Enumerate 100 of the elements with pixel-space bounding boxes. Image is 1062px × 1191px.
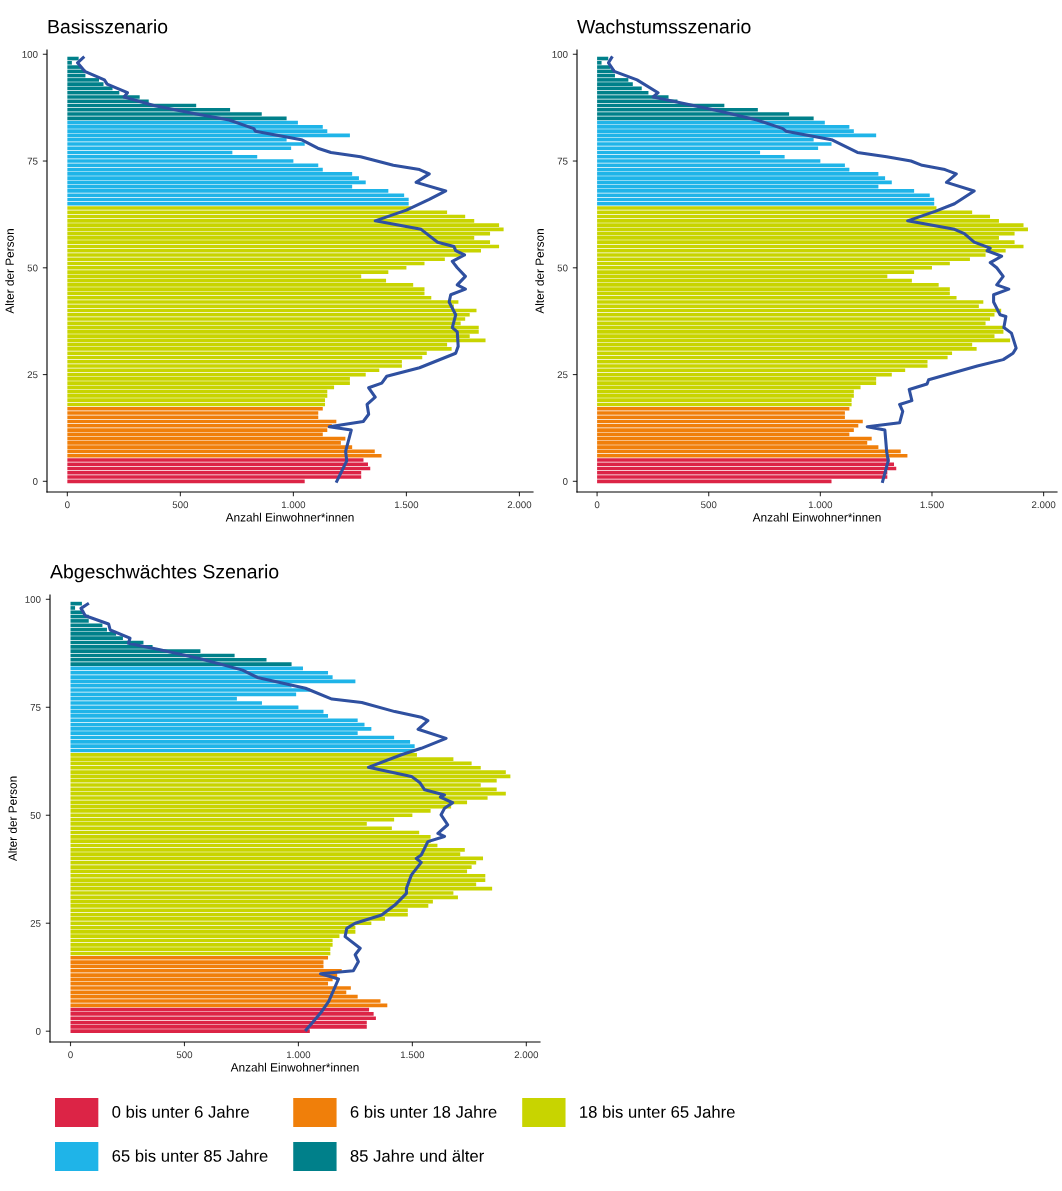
chart-title: Abgeschwächtes Szenario — [50, 564, 279, 583]
bar — [70, 960, 324, 964]
bar — [70, 662, 292, 666]
x-axis-title: Anzahl Einwohner*innen — [752, 512, 881, 522]
bar — [70, 847, 465, 852]
x-tick-label: 1.000 — [281, 501, 306, 509]
bar — [70, 904, 429, 908]
bar — [70, 791, 506, 796]
bar — [597, 142, 832, 146]
bar — [67, 428, 328, 432]
bar — [67, 142, 305, 146]
chart-title: Wachstumsszenario — [577, 19, 751, 34]
bar — [70, 895, 458, 900]
bar — [597, 287, 950, 291]
x-axis-title: Anzahl Einwohner*innen — [230, 1062, 359, 1072]
bar — [597, 78, 629, 82]
bar — [597, 423, 859, 428]
bar — [70, 865, 472, 869]
bar — [67, 223, 500, 227]
bar — [67, 423, 332, 428]
y-tick-label: 50 — [27, 264, 38, 272]
bar — [70, 930, 356, 934]
bar — [70, 986, 351, 990]
x-tick-label: 500 — [172, 501, 189, 509]
x-tick-label: 1.500 — [920, 501, 944, 509]
bar — [67, 394, 328, 398]
bar — [67, 453, 382, 458]
legend-label: 6 bis unter 18 Jahre — [350, 1105, 497, 1118]
x-tick-label: 0 — [65, 501, 70, 509]
bar — [67, 287, 425, 291]
chart-title: Basisszenario — [48, 19, 168, 34]
bar — [597, 125, 850, 129]
bar — [70, 835, 431, 839]
bar — [70, 873, 486, 878]
y-tick-label: 0 — [35, 1027, 41, 1035]
y-tick-label: 100 — [25, 596, 41, 603]
bar — [597, 300, 984, 304]
bar — [70, 968, 342, 973]
bar — [67, 125, 323, 129]
bar — [67, 163, 319, 168]
bar — [70, 1016, 376, 1021]
y-tick-label: 75 — [30, 704, 41, 711]
bar — [597, 330, 1004, 334]
bar — [597, 462, 895, 467]
bar — [67, 317, 466, 321]
bar — [70, 878, 486, 882]
bar — [70, 1003, 388, 1008]
bar — [67, 411, 319, 415]
bar — [597, 201, 935, 206]
y-tick-label: 25 — [30, 919, 41, 927]
x-tick-label: 1.000 — [287, 1051, 311, 1059]
y-tick-label: 25 — [27, 371, 38, 379]
x-tick-label: 2.000 — [507, 501, 532, 509]
bar — [597, 317, 991, 321]
bar — [67, 475, 362, 479]
x-tick-label: 1.500 — [394, 501, 419, 509]
x-tick-label: 500 — [701, 501, 717, 509]
bar — [70, 1025, 367, 1029]
legend-label: 18 bis unter 65 Jahre — [580, 1105, 735, 1118]
legend-label: 85 Jahre und älter — [350, 1149, 484, 1162]
bar — [597, 364, 928, 368]
bar — [70, 1012, 374, 1016]
bar — [70, 955, 329, 960]
bar — [67, 458, 364, 462]
y-tick-label: 75 — [557, 157, 568, 165]
y-tick-label: 100 — [552, 51, 568, 58]
bar — [70, 670, 329, 675]
y-tick-label: 25 — [557, 371, 568, 379]
x-tick-label: 500 — [176, 1051, 193, 1059]
y-axis-title: Alter der Person — [535, 229, 544, 314]
x-tick-label: 0 — [594, 501, 600, 509]
y-tick-label: 0 — [32, 478, 38, 485]
bar — [70, 973, 338, 977]
bar — [70, 727, 372, 731]
x-axis-title: Anzahl Einwohner*innen — [225, 512, 354, 522]
y-tick-label: 100 — [22, 51, 38, 58]
bar — [67, 406, 323, 411]
bar — [597, 193, 930, 198]
bar — [67, 462, 368, 467]
x-tick-label: 0 — [68, 1051, 73, 1059]
x-tick-label: 1.500 — [400, 1051, 425, 1059]
bar — [597, 394, 854, 398]
x-tick-label: 1.000 — [808, 501, 833, 509]
bar — [70, 623, 103, 628]
bar — [67, 201, 409, 206]
x-tick-label: 2.000 — [1031, 501, 1056, 509]
bar — [597, 163, 845, 168]
bar — [67, 193, 405, 198]
bar — [67, 364, 402, 368]
legend-label: 0 bis unter 6 Jahre — [112, 1105, 249, 1118]
bar — [597, 453, 908, 458]
bar — [597, 458, 890, 462]
bar — [597, 411, 845, 415]
y-axis-title: Alter der Person — [5, 229, 14, 314]
x-tick-label: 2.000 — [514, 1051, 539, 1059]
bar — [597, 381, 877, 385]
y-tick-label: 75 — [27, 157, 38, 165]
bar — [67, 381, 350, 385]
bar — [70, 688, 310, 692]
bar — [67, 398, 326, 402]
